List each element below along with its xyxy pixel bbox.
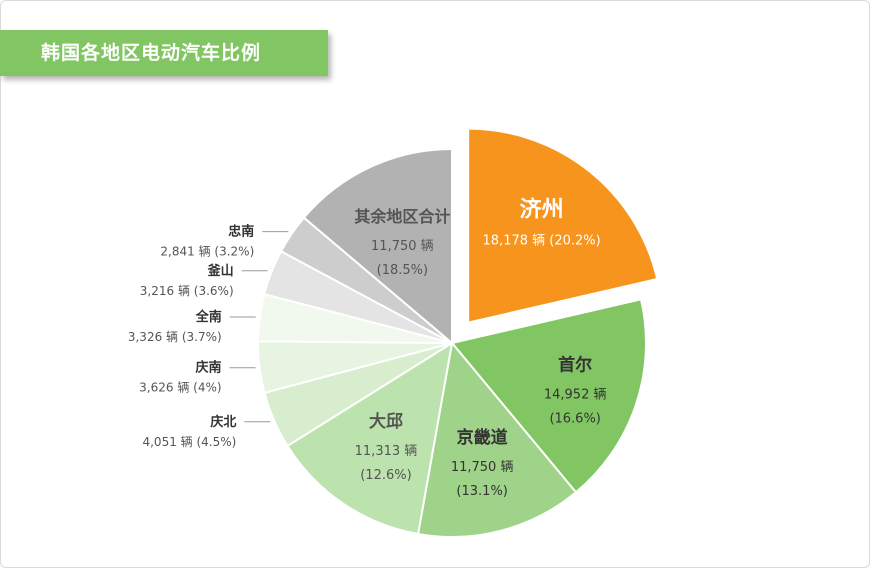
slice-7-value: 3,326 辆 (3.7%) [128,330,222,344]
slice-8-name: 釜山 [207,263,234,279]
slice-10 [302,147,453,346]
slice-6-name: 庆南 [195,360,222,376]
slice-3 [416,340,578,538]
slice-1-value: 18,178 辆 (20.2%) [483,233,601,248]
slice-3-percent: (13.1%) [456,484,507,499]
slice-4-percent: (12.6%) [360,468,411,483]
slice-4-name: 大邱 [369,411,403,432]
slice-1-name: 济州 [520,196,564,222]
slice-9-name: 忠南 [228,224,254,240]
slice-2-name: 首尔 [558,355,592,376]
slice-5-value: 4,051 辆 (4.5%) [142,435,236,449]
title-banner: 韩国各地区电动汽车比例 [0,30,328,76]
slice-7-name: 全南 [195,309,222,325]
slice-4-value: 11,313 辆 [355,444,418,459]
slice-9-value: 2,841 辆 (3.2%) [160,245,254,259]
slice-8-value: 3,216 辆 (3.6%) [140,284,234,298]
slice-5-name: 庆北 [209,414,236,430]
slice-10-percent: (18.5%) [377,263,428,278]
slice-1 [467,127,659,324]
slice-4 [286,340,454,536]
chart-title: 韩国各地区电动汽车比例 [41,42,262,64]
slice-3-name: 京畿道 [457,427,508,448]
slice-2 [450,298,647,494]
slice-3-value: 11,750 辆 [451,460,514,475]
slice-10-name: 其余地区合计 [354,207,450,226]
slice-6-value: 3,626 辆 (4%) [139,381,221,395]
slice-10-value: 11,750 辆 [371,239,434,254]
slice-2-value: 14,952 辆 [544,388,607,403]
slice-2-percent: (16.6%) [549,412,600,427]
